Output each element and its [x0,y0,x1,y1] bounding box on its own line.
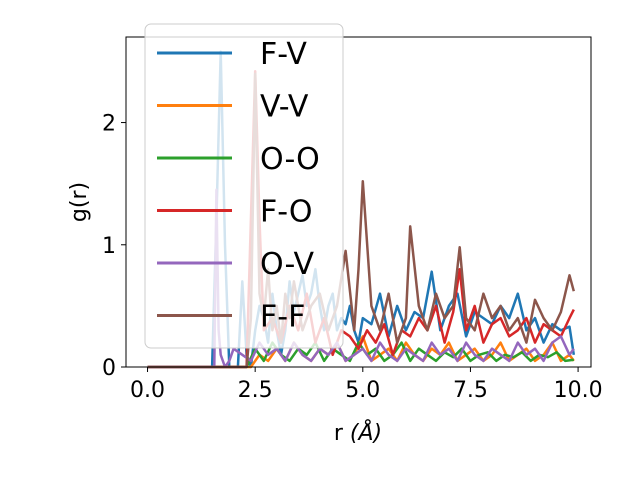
legend-label-f-v: F-V [260,37,307,72]
legend: F-V V-V O-O F-O O-V F-F [144,23,344,349]
x-tick-label: 0.0 [130,378,165,403]
plot-area-frame [125,36,592,368]
x-tick-label: 2.5 [238,378,273,403]
x-tick-label: 7.5 [453,378,488,403]
series-line-o-o [147,341,574,369]
series-line-o-v [147,188,575,369]
legend-label-o-o: O-O [260,142,320,177]
x-axis-label: r (Å) [334,419,382,446]
legend-entries: F-V V-V O-O F-O O-V F-F [157,37,320,335]
y-axis-label: g(r) [67,182,92,222]
legend-label-f-f: F-F [260,300,305,335]
y-tick-label: 0 [102,356,116,381]
x-tick-label: 5.0 [345,378,380,403]
legend-label-o-v: O-V [260,247,315,282]
y-axis-ticks: 0 1 2 [102,112,126,381]
y-tick-label: 2 [102,112,116,137]
x-axis-label-unit: (Å) [350,419,382,446]
x-axis-ticks: 0.0 2.5 5.0 7.5 10.0 [130,367,603,403]
x-tick-label: 10.0 [554,378,603,403]
y-tick-label: 1 [102,234,116,259]
legend-box [144,23,344,349]
legend-label-f-o: F-O [260,195,313,230]
x-axis-label-text: r [334,421,344,446]
legend-label-v-v: V-V [260,90,309,125]
